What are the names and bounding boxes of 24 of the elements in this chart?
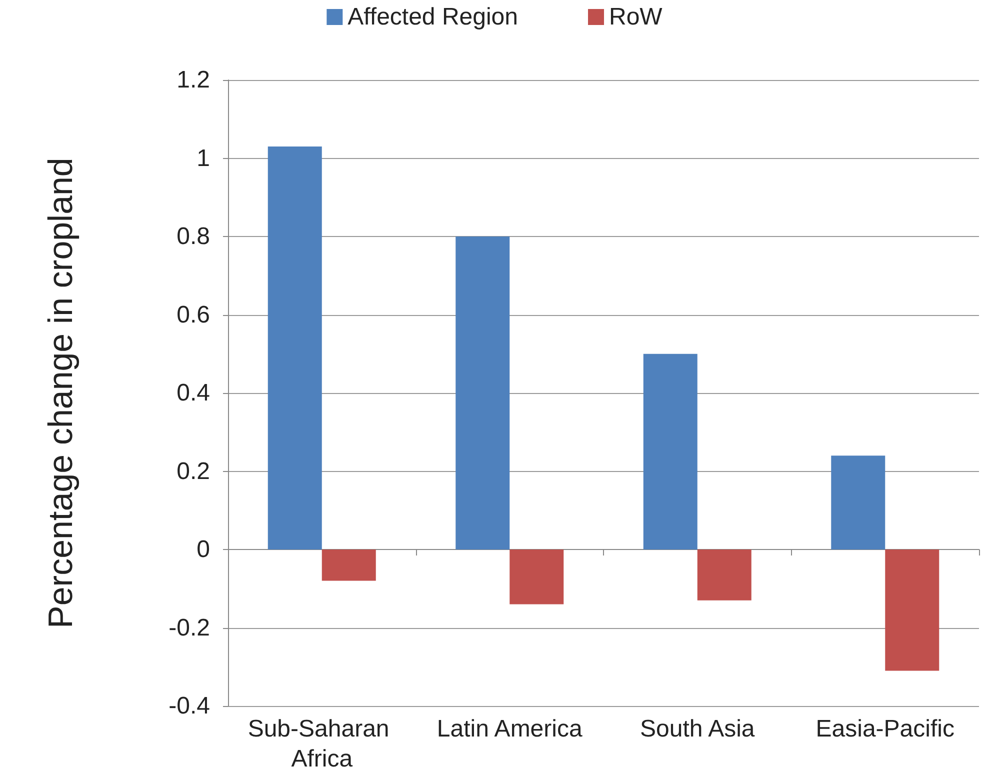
y-tick-label: -0.2 [168, 614, 210, 642]
y-tick-label: 1.2 [176, 66, 210, 94]
x-tick-label: Easia-Pacific [816, 716, 954, 742]
bar [510, 550, 564, 604]
y-tick-label: 0.4 [176, 380, 210, 406]
bar [885, 550, 940, 671]
bar [456, 236, 510, 550]
y-tick-label: 0 [196, 536, 210, 563]
y-tick-label: 0.6 [176, 301, 210, 328]
y-tick-label: -0.4 [168, 692, 210, 720]
y-tick-label: 0.8 [176, 223, 210, 250]
bar [831, 456, 886, 550]
y-tick-label: 0.2 [176, 458, 210, 485]
bar [268, 146, 322, 550]
x-tick-label: Sub-Saharan Africa [248, 716, 396, 772]
legend-label: Affected Region [348, 4, 518, 30]
y-tick-label: 1 [196, 144, 210, 172]
bar [322, 550, 376, 581]
bar [697, 550, 752, 600]
x-tick-label: South Asia [640, 716, 756, 742]
x-tick-label: Latin America [436, 716, 583, 742]
legend-label: RoW [609, 4, 663, 30]
bar [643, 354, 698, 550]
y-axis-title: Percentage change in cropland [42, 158, 80, 628]
